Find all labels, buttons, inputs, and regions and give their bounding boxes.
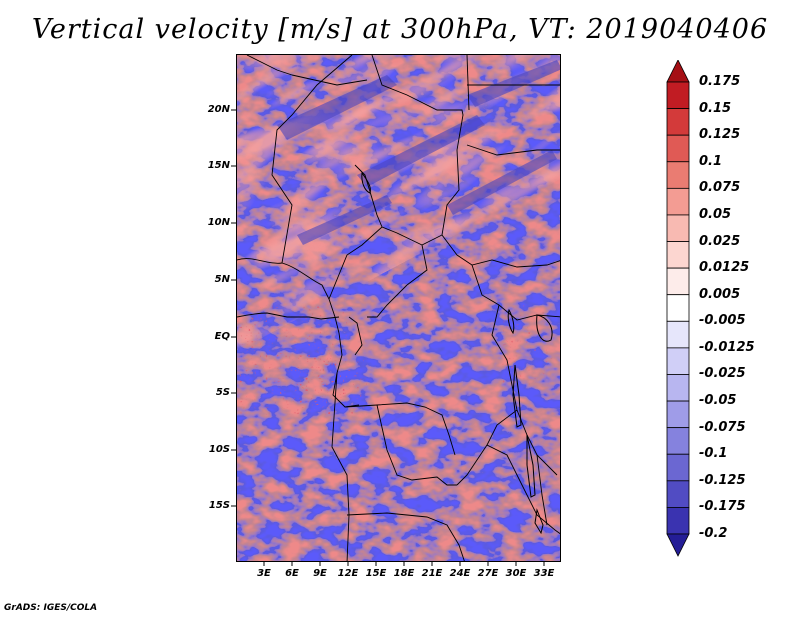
lat-label-10s: 10S: [208, 444, 230, 455]
lon-label-12e: 12E: [337, 568, 359, 579]
lon-label-3e: 3E: [257, 568, 271, 579]
colorbar-bin: [666, 161, 690, 189]
lon-label-30e: 30E: [505, 568, 527, 579]
lon-label-24e: 24E: [449, 568, 471, 579]
colorbar-bin: [666, 187, 690, 216]
colorbar-label: -0.005: [699, 313, 746, 329]
credit-text: GrADS: IGES/COLA: [4, 603, 98, 613]
colorbar-label: 0.175: [699, 74, 741, 89]
colorbar-bin: [666, 480, 690, 508]
colorbar-label: -0.175: [699, 499, 746, 515]
colorbar-bin: [666, 320, 690, 349]
colorbar-label: 0.025: [699, 233, 741, 249]
lat-label-5s: 5S: [215, 387, 230, 398]
lat-label-10n: 10N: [207, 217, 230, 228]
lat-label-eq: EQ: [214, 331, 230, 342]
lon-label-6e: 6E: [285, 568, 299, 579]
colorbar-label: -0.075: [699, 419, 746, 435]
colorbar-bin: [666, 294, 690, 322]
colorbar-bin: [666, 81, 690, 109]
colorbar-label: 0.0125: [699, 260, 750, 276]
lon-label-33e: 33E: [533, 568, 555, 579]
colorbar-label: 0.075: [699, 180, 741, 196]
colorbar-label: 0.15: [699, 100, 732, 116]
colorbar-label: -0.05: [699, 393, 737, 409]
colorbar-label: -0.025: [699, 366, 746, 382]
colorbar-bin: [666, 214, 690, 242]
colorbar-label: 0.125: [699, 127, 741, 143]
colorbar-bin: [666, 427, 690, 455]
colorbar-label: -0.0125: [699, 339, 755, 355]
colorbar-bin: [666, 507, 690, 535]
lat-label-20n: 20N: [207, 104, 230, 115]
lon-label-9e: 9E: [313, 568, 327, 579]
colorbar-bin: [666, 60, 690, 83]
colorbar: [666, 60, 690, 557]
colorbar-label: -0.1: [699, 446, 728, 462]
colorbar-bin: [666, 533, 690, 557]
chart-title: Vertical velocity [m/s] at 300hPa, VT: 2…: [31, 14, 769, 45]
lon-label-21e: 21E: [421, 568, 443, 579]
map-canvas: [237, 55, 560, 561]
colorbar-bin: [666, 108, 690, 136]
colorbar-label: 0.1: [699, 153, 723, 169]
colorbar-bin: [666, 241, 690, 269]
lat-label-15n: 15N: [207, 160, 230, 171]
colorbar-bin: [666, 453, 690, 482]
lat-label-5n: 5N: [214, 274, 230, 285]
colorbar-label: 0.05: [699, 206, 732, 222]
colorbar-bin: [666, 347, 690, 375]
colorbar-label: 0.005: [699, 286, 741, 302]
lon-label-27e: 27E: [477, 568, 499, 579]
colorbar-bin: [666, 374, 690, 402]
lat-label-15s: 15S: [208, 500, 230, 511]
colorbar-bin: [666, 267, 690, 296]
lon-label-15e: 15E: [365, 568, 387, 579]
lon-label-18e: 18E: [393, 568, 415, 579]
colorbar-bin: [666, 134, 690, 163]
colorbar-label: -0.2: [699, 526, 728, 541]
map-panel: [236, 54, 561, 562]
colorbar-bin: [666, 400, 690, 429]
colorbar-label: -0.125: [699, 472, 746, 488]
